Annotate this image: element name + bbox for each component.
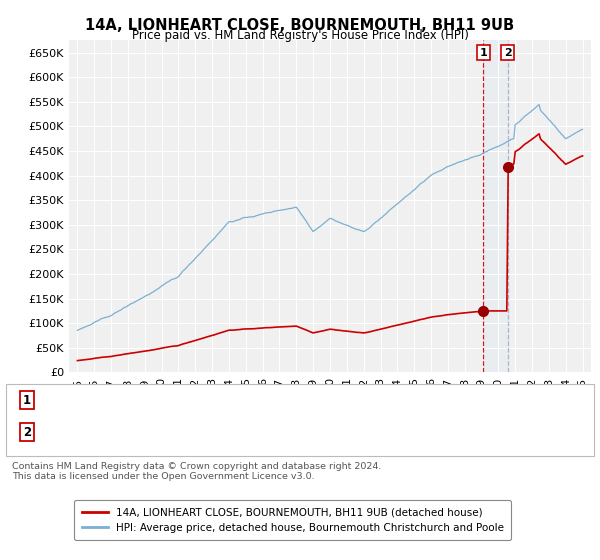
Text: Contains HM Land Registry data © Crown copyright and database right 2024.
This d: Contains HM Land Registry data © Crown c… xyxy=(12,462,382,482)
Text: 10-JUL-2020: 10-JUL-2020 xyxy=(63,426,135,439)
Text: 2: 2 xyxy=(23,426,31,439)
Bar xyxy=(483,40,508,372)
Text: £418,000: £418,000 xyxy=(204,426,260,439)
Legend: 14A, LIONHEART CLOSE, BOURNEMOUTH, BH11 9UB (detached house), HPI: Average price: 14A, LIONHEART CLOSE, BOURNEMOUTH, BH11 … xyxy=(74,500,511,540)
Text: Price paid vs. HM Land Registry's House Price Index (HPI): Price paid vs. HM Land Registry's House … xyxy=(131,29,469,42)
Text: 1: 1 xyxy=(23,394,31,407)
Text: 08-FEB-2019: 08-FEB-2019 xyxy=(63,394,139,407)
Text: £124,999: £124,999 xyxy=(204,394,260,407)
Text: 14A, LIONHEART CLOSE, BOURNEMOUTH, BH11 9UB: 14A, LIONHEART CLOSE, BOURNEMOUTH, BH11 … xyxy=(85,18,515,33)
Text: 73% ↓ HPI: 73% ↓ HPI xyxy=(342,394,404,407)
Text: 2: 2 xyxy=(504,48,512,58)
Text: 1: 1 xyxy=(479,48,487,58)
Text: 11% ↓ HPI: 11% ↓ HPI xyxy=(342,426,404,439)
